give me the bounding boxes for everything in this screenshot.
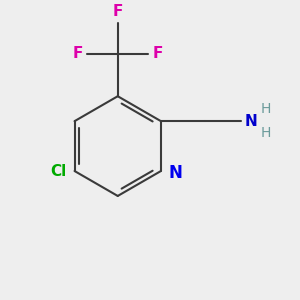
Text: N: N (245, 114, 258, 129)
Text: F: F (152, 46, 163, 62)
Text: H: H (261, 126, 271, 140)
Text: H: H (261, 102, 271, 116)
Text: N: N (169, 164, 182, 182)
Text: Cl: Cl (51, 164, 67, 178)
Text: F: F (73, 46, 83, 62)
Text: F: F (112, 4, 123, 20)
